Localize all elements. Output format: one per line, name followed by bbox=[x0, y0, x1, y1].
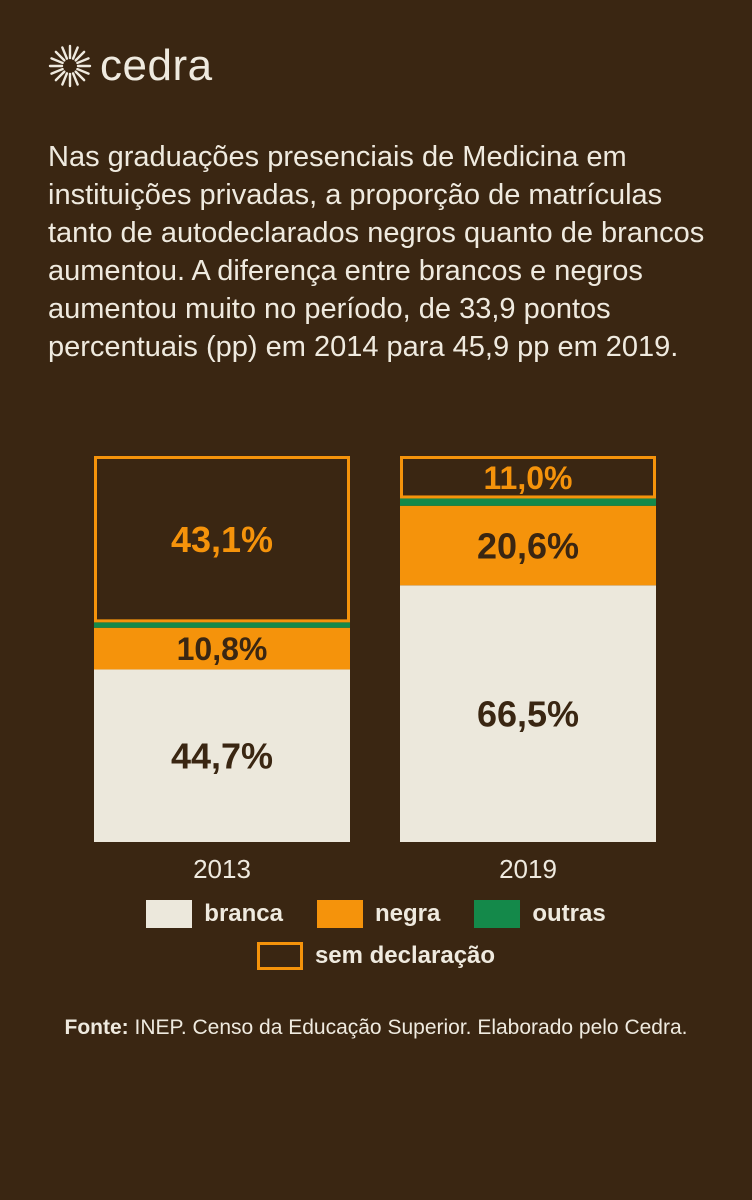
sun-ray bbox=[76, 57, 90, 65]
sun-ray bbox=[54, 70, 66, 82]
category-label-2019: 2019 bbox=[499, 854, 557, 880]
legend-item-sem-declaracao: sem declaração bbox=[256, 942, 496, 970]
data-label-branca-2019: 66,5% bbox=[477, 694, 579, 735]
stacked-bar-chart: 44,7% 10,8% 43,1% 2013 66,5% 20,6% 11,0% 2019 bbox=[94, 456, 656, 880]
legend-swatch-branca bbox=[146, 900, 193, 928]
legend-label-outras: outras bbox=[532, 900, 606, 927]
bar-segment-outras-2013 bbox=[94, 622, 350, 628]
brand-name: cedra bbox=[100, 41, 213, 90]
legend-swatch-sem-declaracao bbox=[256, 942, 303, 970]
legend-swatch-negra bbox=[316, 900, 363, 928]
data-label-sem-declaracao-2019: 11,0% bbox=[484, 460, 573, 496]
sunburst-icon bbox=[48, 44, 92, 88]
data-label-sem-declaracao-2013: 43,1% bbox=[171, 519, 273, 560]
legend: branca negra outras sem declaração bbox=[0, 900, 752, 984]
legend-swatch-outras bbox=[474, 900, 521, 928]
bar-segment-branca-2019 bbox=[400, 585, 656, 842]
sun-ray bbox=[54, 50, 66, 62]
intro-text: Nas graduações presenciais de Medicina e… bbox=[48, 141, 705, 363]
sun-ray bbox=[76, 67, 90, 75]
bar-segment-negra-2013 bbox=[94, 627, 350, 670]
legend-row-2: sem declaração bbox=[0, 942, 752, 970]
legend-row-1: branca negra outras bbox=[0, 900, 752, 928]
sun-ray bbox=[61, 72, 69, 86]
data-label-branca-2013: 44,7% bbox=[171, 736, 273, 777]
legend-item-branca: branca bbox=[146, 900, 283, 928]
bar-segment-sem-declaracao-2019 bbox=[400, 456, 656, 499]
sun-ray bbox=[50, 67, 64, 75]
legend-item-negra: negra bbox=[316, 900, 441, 928]
source-note: Fonte: INEP. Censo da Educação Superior.… bbox=[50, 1013, 702, 1043]
sun-ray bbox=[50, 57, 64, 65]
sun-ray bbox=[74, 50, 86, 62]
data-label-negra-2019: 20,6% bbox=[477, 526, 579, 567]
legend-item-outras: outras bbox=[474, 900, 606, 928]
source-text: INEP. Censo da Educação Superior. Elabor… bbox=[128, 1016, 688, 1039]
legend-label-branca: branca bbox=[204, 900, 283, 927]
bar-segment-branca-2013 bbox=[94, 669, 350, 842]
sun-ray bbox=[61, 46, 69, 60]
bar-segment-sem-declaracao-2013 bbox=[94, 456, 350, 623]
legend-label-negra: negra bbox=[374, 900, 441, 927]
sun-ray bbox=[71, 46, 79, 60]
bar-segment-negra-2019 bbox=[400, 505, 656, 586]
bar-segment-outras-2019 bbox=[400, 498, 656, 506]
sun-ray bbox=[71, 72, 79, 86]
legend-label-sem-declaracao: sem declaração bbox=[314, 942, 496, 969]
category-label-2013: 2013 bbox=[193, 854, 251, 880]
sun-ray bbox=[74, 70, 86, 82]
brand-logo: cedra bbox=[48, 44, 213, 88]
data-label-negra-2013: 10,8% bbox=[177, 631, 268, 667]
source-prefix: Fonte: bbox=[64, 1016, 129, 1039]
